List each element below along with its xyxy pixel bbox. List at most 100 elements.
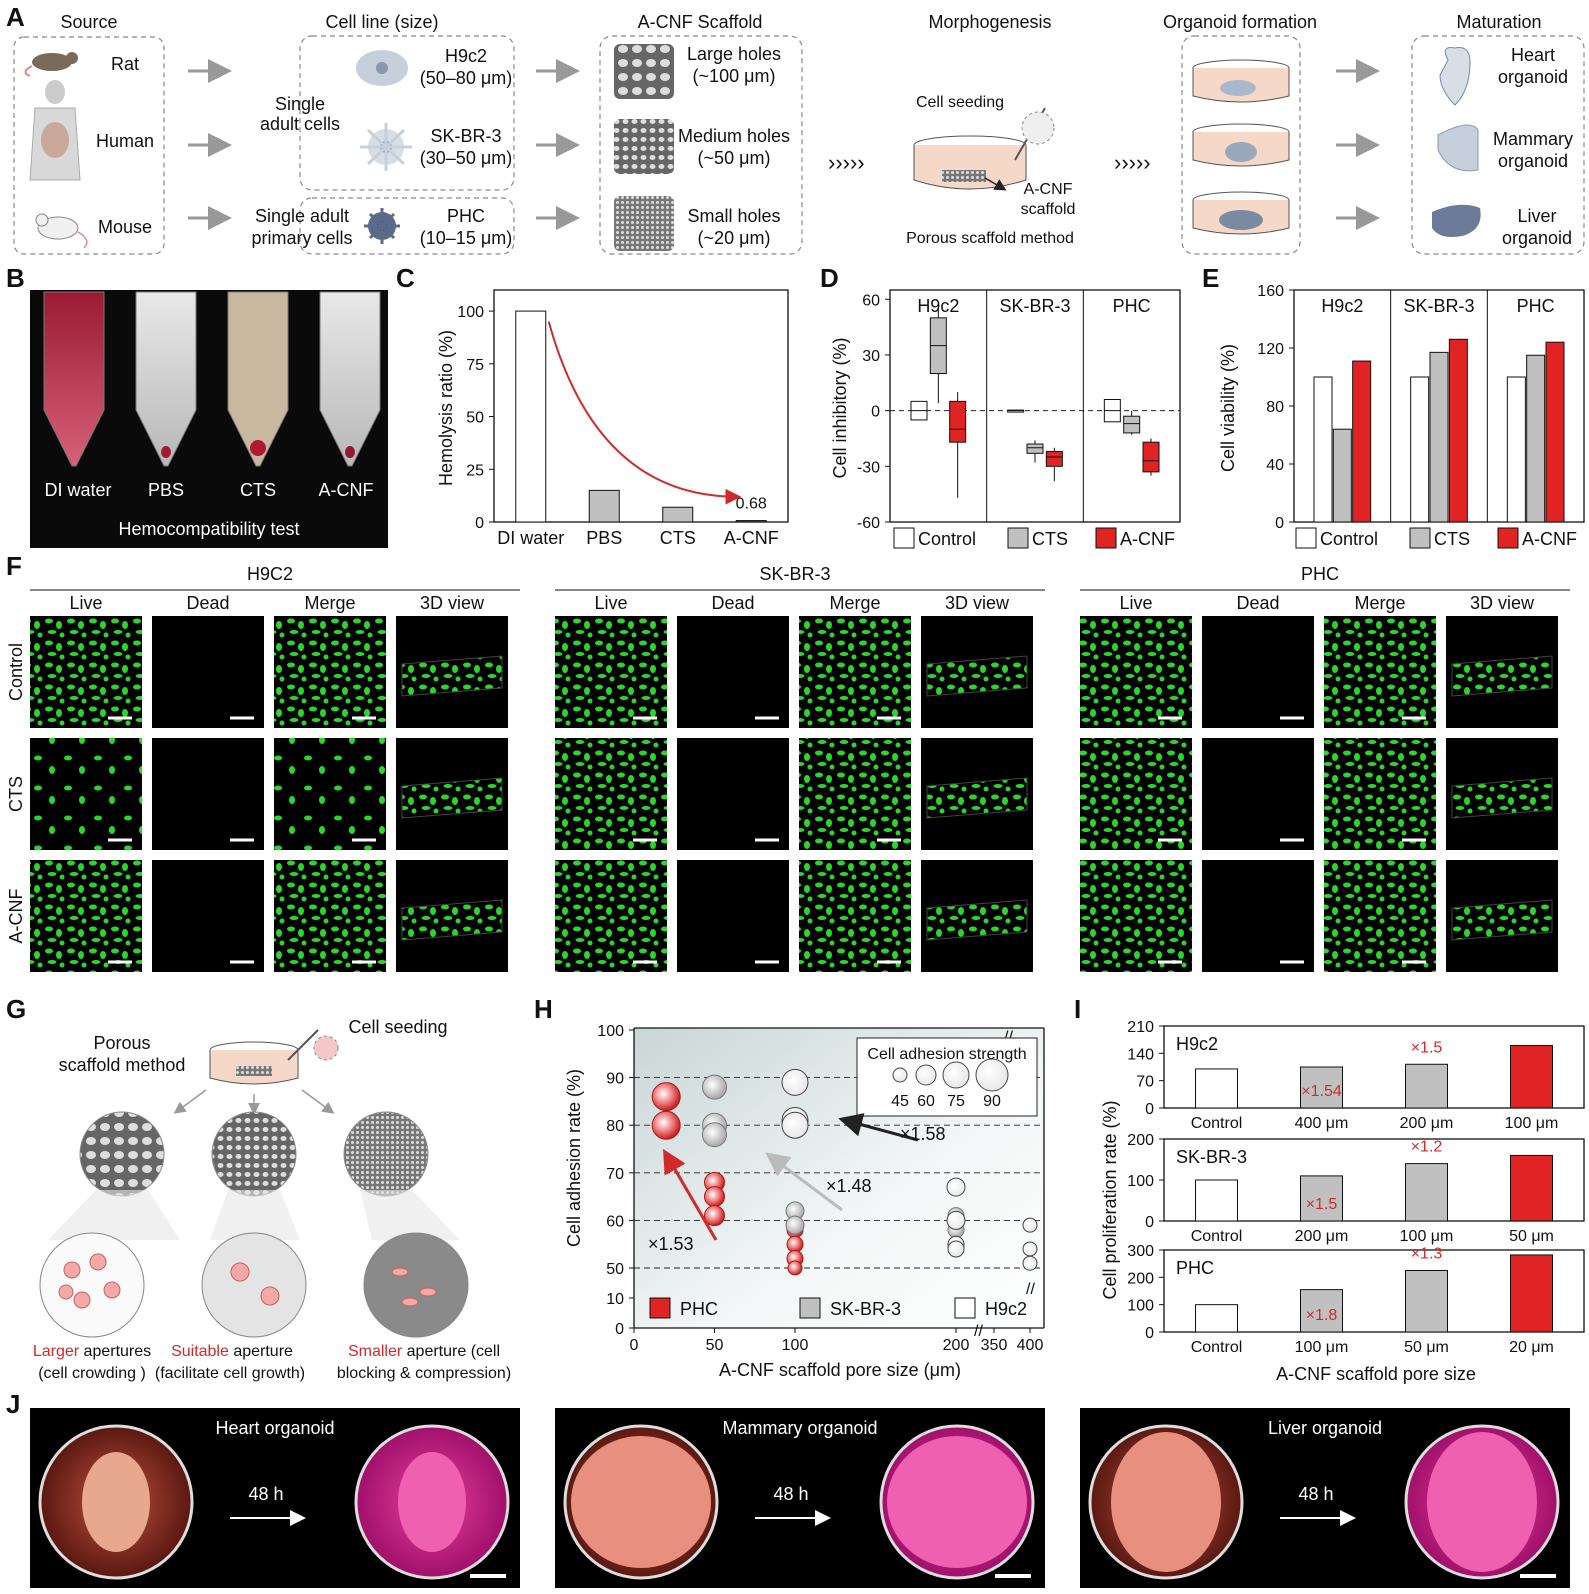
chevrons-2: ›››››: [1114, 150, 1151, 175]
g-caption-2: Suitable aperture: [171, 1343, 293, 1360]
i-axes-frame: [1163, 1025, 1585, 1109]
scaffold-medium-holes: [614, 119, 674, 174]
panel-letter-a: A: [6, 2, 25, 32]
h-size-legend-circle: [892, 1067, 908, 1083]
maturation-box: [1411, 35, 1585, 255]
tube-cts: [227, 291, 289, 467]
tube-label-pbs: PBS: [148, 480, 184, 500]
i-ytick-label: 140: [1127, 1046, 1154, 1063]
panel-letter-b: B: [6, 263, 25, 293]
h-point: [702, 1122, 727, 1148]
j-title: Heart organoid: [215, 1418, 334, 1438]
header-maturation: Maturation: [1456, 12, 1541, 32]
panel-b: DI water PBS CTS A-CNF Hemocompatibility…: [30, 290, 388, 548]
h-point: [704, 1205, 725, 1227]
c-bar: [735, 520, 767, 523]
f-3d-slab: [926, 777, 1028, 819]
f-micrograph-tile: [799, 738, 911, 850]
i-xtick-label: 100 μm: [1505, 1115, 1559, 1132]
f-micrograph-tile: [1324, 738, 1436, 850]
c-ylabel: Hemolysis ratio (%): [436, 330, 456, 486]
c-xtick-label: DI water: [497, 528, 564, 548]
i-bar: [1195, 1304, 1238, 1333]
primary-cell-box: [299, 197, 515, 255]
chevrons-1: ›››››: [828, 150, 865, 175]
h-break-mark-y: //: [1026, 1281, 1035, 1298]
i-bar: [1510, 1045, 1553, 1109]
f-col-label: Dead: [1236, 593, 1279, 613]
organoid-mammary: Mammary organoid: [1493, 129, 1573, 171]
scaffold-box: [599, 35, 803, 255]
f-col-label: Merge: [1354, 593, 1405, 613]
g-seeding-label: Cell seeding: [348, 1017, 447, 1037]
panel-e-chart: Cell viability (%) 0 40 80 120 160 H9c2 SK-BR-…: [1218, 283, 1585, 532]
cell-h9c2: H9c2 (50–80 μm): [420, 46, 512, 88]
i-ytick-label: 0: [1145, 1214, 1154, 1231]
c-bar: [588, 489, 620, 523]
scaffold-small: Small holes (~20 μm): [687, 206, 780, 248]
f-micrograph-tile: [555, 616, 667, 728]
h-legend-label: PHC: [680, 1299, 718, 1319]
f-micrograph-tile: [1080, 738, 1192, 850]
f-micrograph-tile: [677, 616, 789, 728]
h-arrow-h9c2: [838, 1113, 919, 1142]
f-micrograph-tile: [30, 738, 142, 850]
i-bar: [1195, 1068, 1238, 1109]
e-bar: [1313, 376, 1333, 523]
e-ytick-label: 40: [1266, 457, 1284, 474]
i-bar: [1300, 1175, 1343, 1222]
j-organoid-before: [1111, 1432, 1221, 1572]
scaffold-small-holes: [614, 196, 674, 251]
panel-letter-j: J: [6, 1389, 20, 1419]
f-micrograph-tile: [1202, 738, 1314, 850]
j-time-label: 48 h: [248, 1484, 283, 1504]
legend-e-control-swatch: [1295, 527, 1317, 549]
f-3d-slab: [1451, 899, 1553, 941]
j-time-label: 48 h: [1298, 1484, 1333, 1504]
g-medium-scaffold: [211, 1111, 297, 1197]
panel-f-microscopy: H9C2 Live Dead Merge 3D view Control CTS A-CNF S…: [6, 564, 1570, 972]
h-xtick-label: 200: [943, 1337, 970, 1354]
mouse-icon: [35, 213, 88, 249]
panel-letter-f: F: [6, 551, 22, 581]
legend-e: Control CTS A-CNF: [1295, 527, 1577, 549]
j-organoid-after: [1427, 1432, 1537, 1572]
cell-phc: PHC (10–15 μm): [420, 206, 512, 248]
f-col-label: Live: [69, 593, 102, 613]
legend-d-acnf-swatch: [1095, 527, 1117, 549]
panel-letter-d: D: [820, 263, 839, 293]
i-ytick-label: 100: [1127, 1298, 1154, 1315]
e-ytick-label: 160: [1257, 283, 1284, 300]
i-ytick-label: 0: [1145, 1101, 1154, 1118]
f-micrograph-tile: [274, 738, 386, 850]
j-organoid-before: [82, 1452, 150, 1552]
j-organoid-after: [887, 1436, 1027, 1568]
f-col-label: Live: [594, 593, 627, 613]
h-point: [786, 1235, 804, 1253]
i-subplot-title: PHC: [1176, 1258, 1214, 1278]
h-arrow-phc: [662, 1148, 718, 1241]
header-source: Source: [60, 12, 117, 32]
h-legend-label: SK-BR-3: [830, 1299, 901, 1319]
f-col-label: Merge: [304, 593, 355, 613]
i-ytick-label: 200: [1127, 1132, 1154, 1149]
g-caption-1: Larger apertures: [33, 1343, 151, 1360]
g-medium-zoom: [201, 1232, 307, 1338]
e-bar: [1545, 341, 1565, 523]
tube-di-water: [43, 291, 105, 467]
f-3d-slab: [401, 655, 503, 697]
c-ytick-label: 75: [466, 357, 484, 374]
c-axes-frame: [493, 289, 789, 523]
f-micrograph-tile: [1324, 860, 1436, 972]
i-subplot-title: SK-BR-3: [1176, 1147, 1247, 1167]
f-col-label: 3D view: [420, 593, 485, 613]
c-ytick-label: 50: [466, 410, 484, 427]
f-micrograph-tile: [799, 860, 911, 972]
source-mouse: Mouse: [98, 217, 152, 237]
f-micrograph-tile: [152, 860, 264, 972]
f-micrograph-tile: [274, 616, 386, 728]
i-ytick-label: 0: [1145, 1325, 1154, 1342]
h-fold-phc: ×1.53: [648, 1234, 694, 1254]
i-bar: [1195, 1179, 1238, 1222]
